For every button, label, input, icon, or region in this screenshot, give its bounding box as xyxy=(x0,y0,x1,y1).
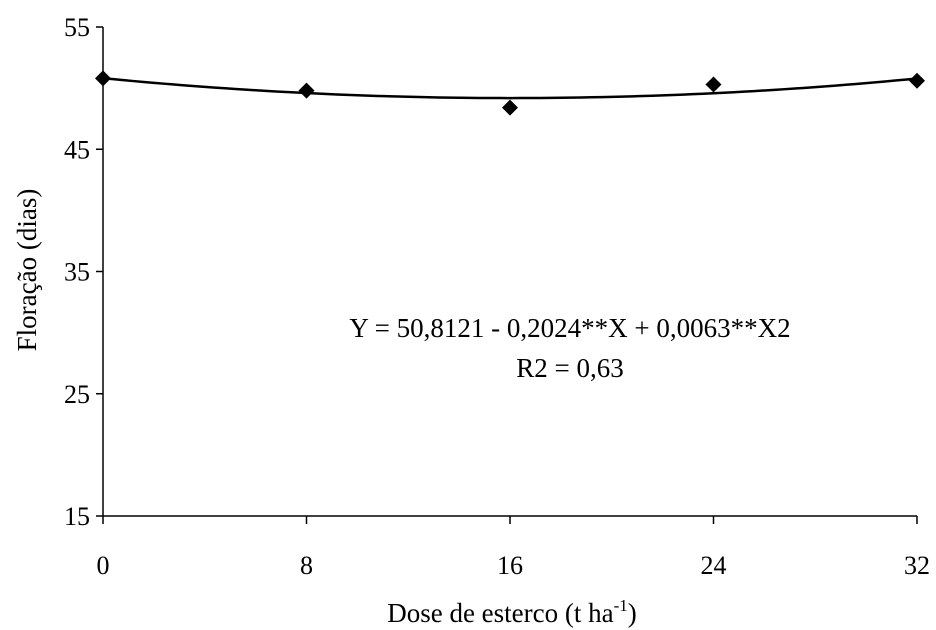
x-tick-label: 16 xyxy=(497,551,523,580)
data-point xyxy=(705,76,722,93)
equation-label: Y = 50,8121 - 0,2024**X + 0,0063**X2 xyxy=(349,313,790,343)
data-point xyxy=(502,99,518,116)
data-point xyxy=(909,72,925,89)
y-tick-label: 45 xyxy=(64,135,90,164)
data-point xyxy=(95,70,111,87)
y-tick-label: 25 xyxy=(64,380,90,409)
x-axis-title-superscript: -1 xyxy=(614,596,628,615)
r2-label: R2 = 0,63 xyxy=(516,353,624,383)
x-axis-title-main: Dose de esterco (t ha xyxy=(387,598,613,628)
y-axis-title: Floração (dias) xyxy=(12,189,42,352)
x-tick-label: 24 xyxy=(701,551,727,580)
x-axis-ticks: 0 8 16 24 32 xyxy=(97,516,930,580)
y-axis-ticks: 15 25 35 45 55 xyxy=(64,13,103,531)
y-tick-label: 35 xyxy=(64,258,90,287)
x-axis-title-close: ) xyxy=(628,598,637,628)
data-points xyxy=(95,70,925,116)
data-point xyxy=(298,82,315,99)
x-tick-label: 8 xyxy=(300,551,313,580)
regression-curve xyxy=(102,76,918,100)
x-axis-title: Dose de esterco (t ha-1) xyxy=(387,596,637,628)
x-tick-label: 32 xyxy=(904,551,930,580)
y-tick-label: 55 xyxy=(64,13,90,42)
x-tick-label: 0 xyxy=(97,551,110,580)
y-tick-label: 15 xyxy=(64,502,90,531)
